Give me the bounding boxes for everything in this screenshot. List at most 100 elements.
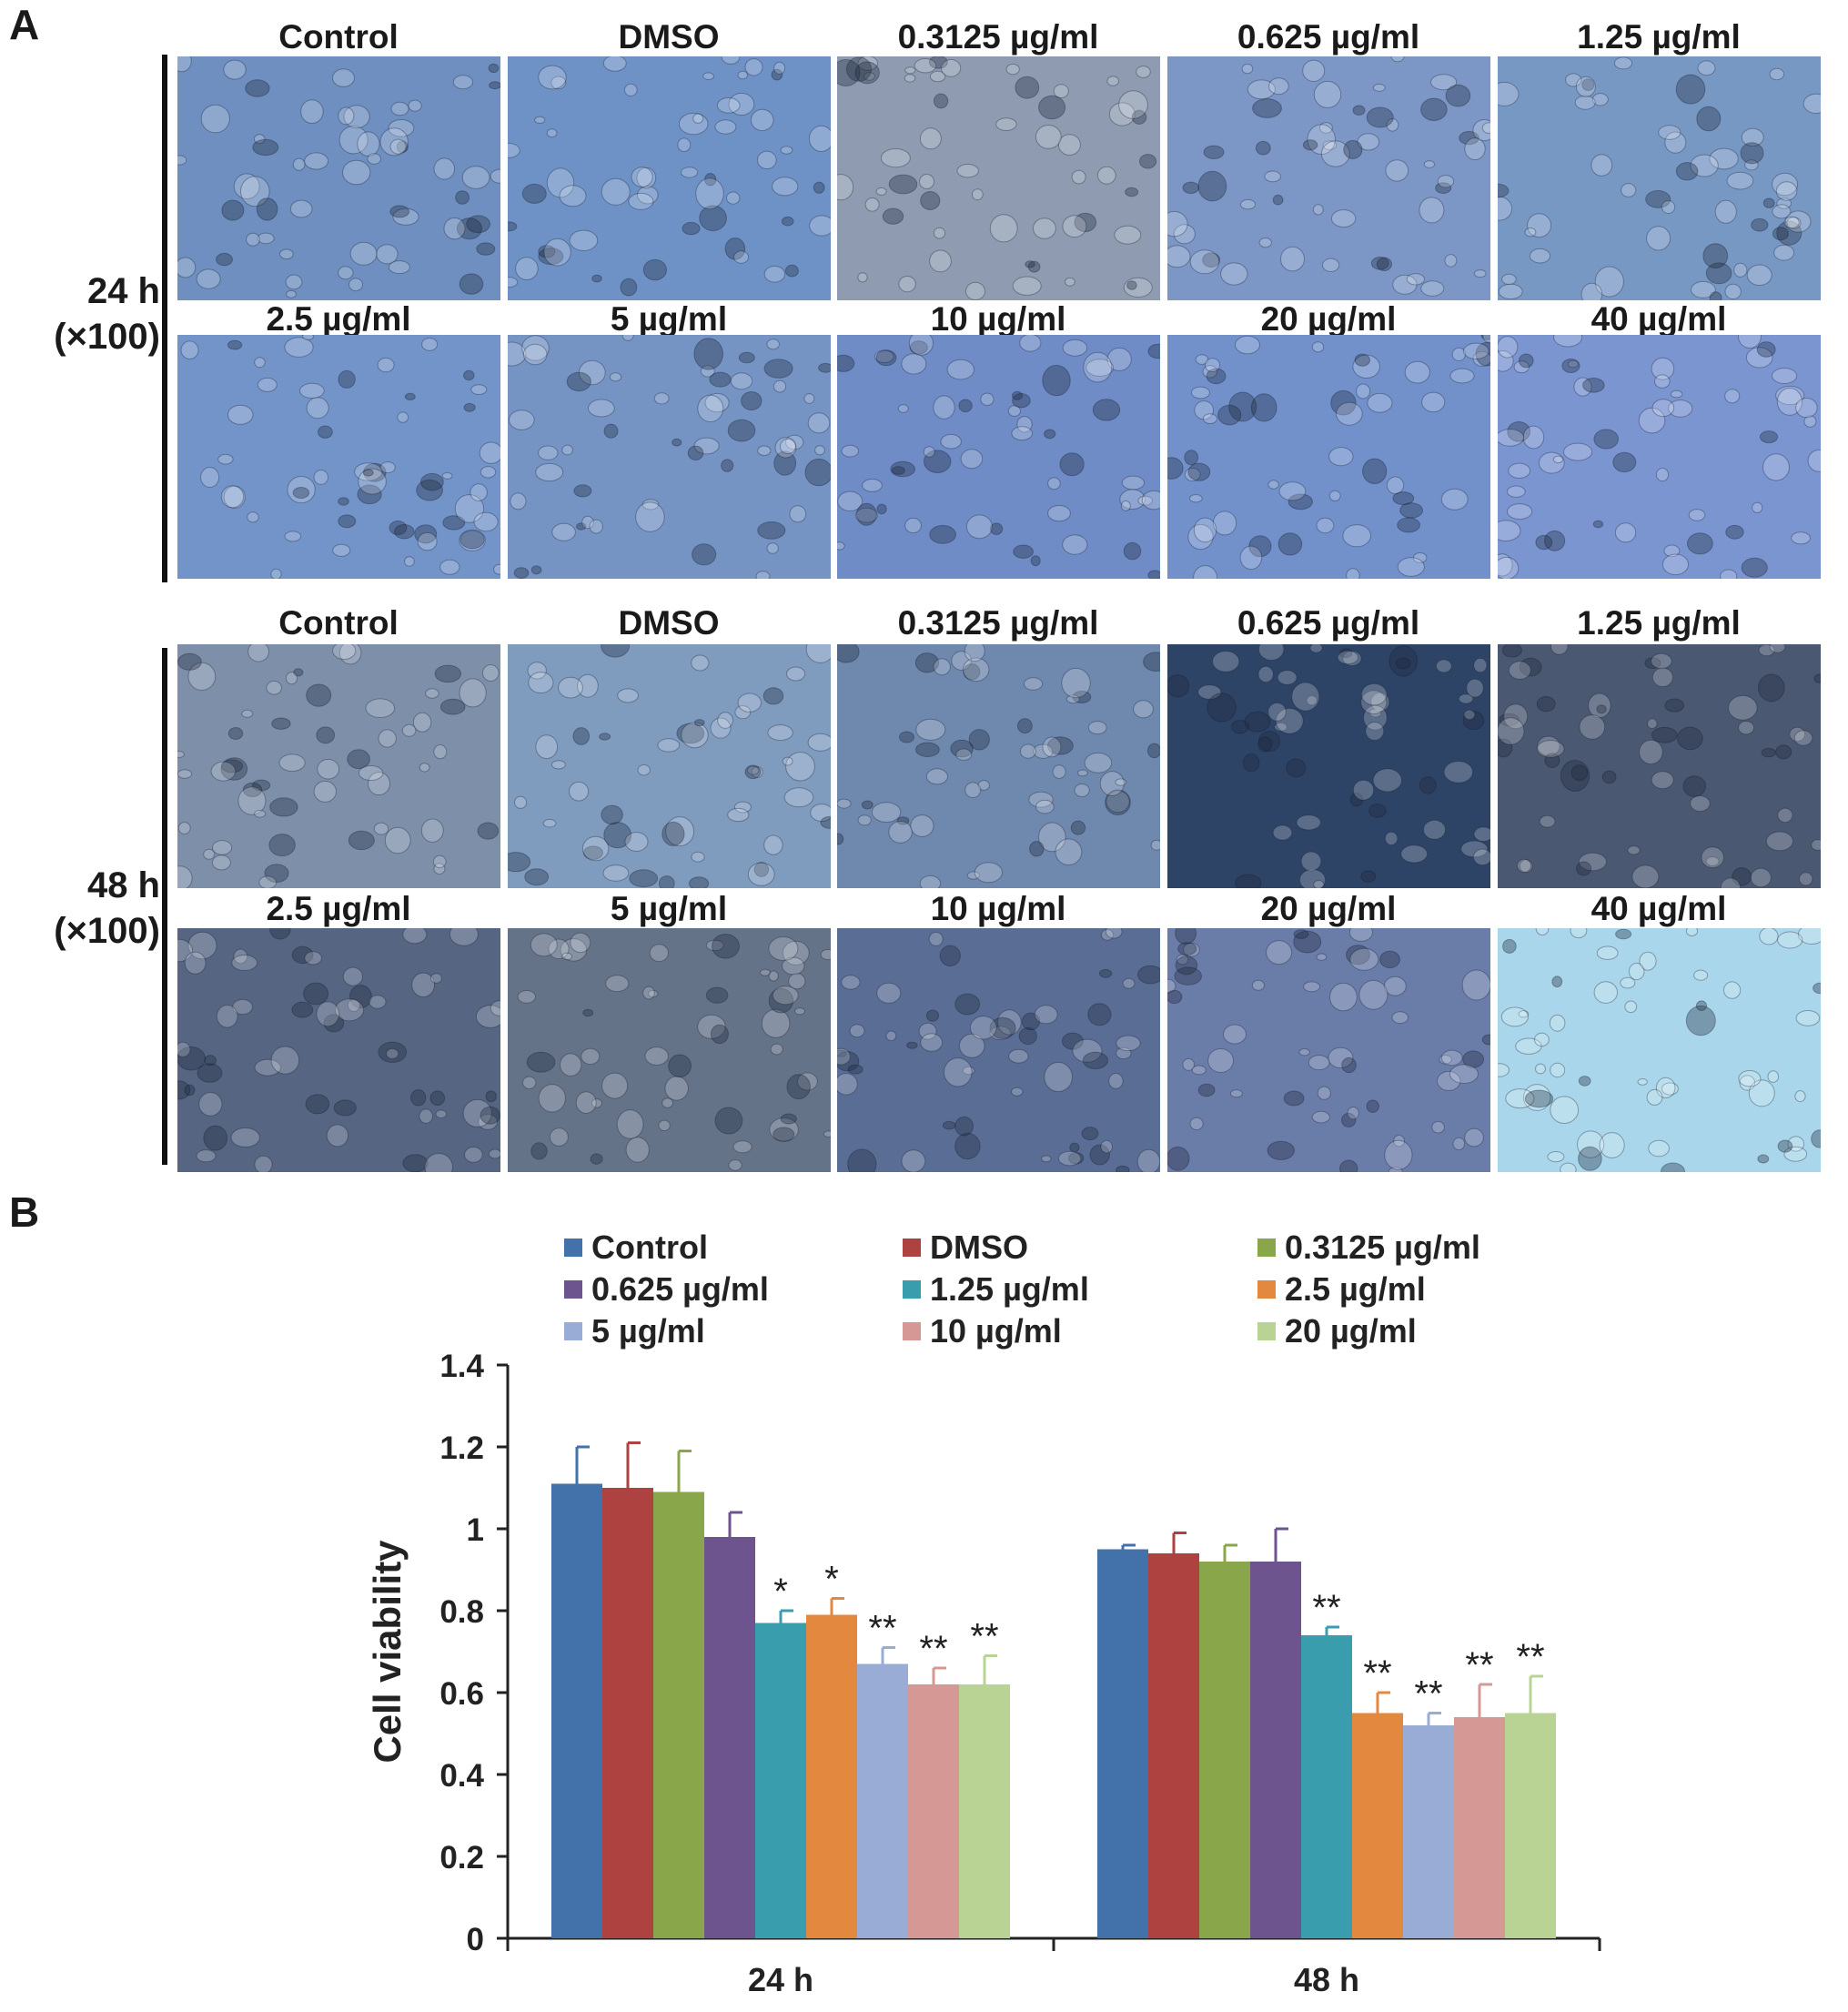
micrograph-label: 0.625 µg/ml: [1237, 604, 1420, 642]
legend-swatch: [1257, 1239, 1276, 1257]
micrograph-label: 10 µg/ml: [930, 890, 1066, 927]
micrograph-image: [508, 928, 831, 1172]
micrograph-image: [508, 56, 831, 300]
y-tick-label: 0: [467, 1922, 484, 1957]
micrograph-label: DMSO: [618, 604, 720, 642]
micrograph-image: [508, 335, 831, 579]
micrograph-label: 10 µg/ml: [930, 300, 1066, 338]
micrograph-label: Control: [278, 18, 399, 56]
group-time-label: 24 h (×100): [0, 268, 160, 359]
bar: [551, 1483, 602, 1938]
micrograph-image: [837, 335, 1160, 579]
bar: [1505, 1713, 1556, 1938]
legend-label: 0.625 µg/ml: [591, 1270, 769, 1308]
magnification-label: (×100): [54, 911, 160, 951]
micrograph-image: [1498, 56, 1821, 300]
legend-swatch: [564, 1322, 582, 1340]
bar: [1352, 1713, 1403, 1938]
micrograph-image: [1498, 928, 1821, 1172]
y-tick-label: 0.2: [439, 1840, 484, 1876]
bar: [653, 1491, 704, 1938]
micrograph-label: 20 µg/ml: [1260, 300, 1397, 338]
micrograph-image: [1498, 644, 1821, 888]
bar: [1403, 1725, 1454, 1938]
y-tick-label: 1: [467, 1512, 484, 1548]
significance-marker: **: [1312, 1588, 1340, 1628]
group-time-label: 48 h (×100): [0, 863, 160, 954]
bar: [857, 1663, 908, 1938]
micrograph-image: [837, 56, 1160, 300]
micrograph-label: 5 µg/ml: [610, 890, 728, 927]
panel-a-letter: A: [9, 1, 40, 48]
micrograph-label: 2.5 µg/ml: [266, 890, 411, 927]
significance-marker: *: [824, 1560, 839, 1600]
bar: [602, 1488, 653, 1938]
legend-swatch: [903, 1322, 921, 1340]
micrograph-image: [1167, 56, 1490, 300]
y-axis-title: Cell viability: [366, 1540, 409, 1764]
group-bracket: [162, 648, 167, 1165]
micrograph-image: [1167, 335, 1490, 579]
y-tick-label: 1.2: [439, 1431, 484, 1466]
legend-swatch: [564, 1280, 582, 1299]
significance-marker: **: [1465, 1645, 1493, 1685]
micrograph-image: [177, 928, 500, 1172]
micrograph-label: 40 µg/ml: [1590, 890, 1727, 927]
bar: [959, 1684, 1010, 1938]
legend-label: 10 µg/ml: [930, 1312, 1062, 1350]
bar: [1148, 1553, 1199, 1938]
y-tick-label: 0.4: [439, 1758, 484, 1794]
legend-swatch: [564, 1239, 582, 1257]
bar: [1250, 1562, 1301, 1938]
y-tick-label: 0.8: [439, 1594, 484, 1630]
bar: [1199, 1562, 1250, 1938]
magnification-label: (×100): [54, 317, 160, 357]
legend-swatch: [903, 1239, 921, 1257]
group-bracket: [162, 55, 167, 582]
y-tick-label: 0.6: [439, 1676, 484, 1712]
panel-b-letter: B: [9, 1188, 40, 1236]
micrograph-image: [177, 335, 500, 579]
micrograph-label: 20 µg/ml: [1260, 890, 1397, 927]
x-tick-label: 24 h: [748, 1961, 813, 1998]
significance-marker: *: [773, 1572, 788, 1612]
micrograph-image: [1498, 335, 1821, 579]
x-tick-label: 48 h: [1294, 1961, 1359, 1998]
significance-marker: **: [970, 1617, 998, 1657]
micrograph-image: [837, 928, 1160, 1172]
micrograph-image: [1167, 928, 1490, 1172]
y-tick-label: 1.4: [439, 1349, 484, 1384]
legend-label: Control: [591, 1228, 708, 1266]
bar: [1301, 1635, 1352, 1938]
micrograph-label: 0.625 µg/ml: [1237, 18, 1420, 56]
bar: [704, 1537, 755, 1938]
micrograph-image: [177, 56, 500, 300]
micrograph-image: [508, 644, 831, 888]
significance-marker: **: [1363, 1653, 1391, 1694]
micrograph-image: [1167, 644, 1490, 888]
micrograph-label: 5 µg/ml: [610, 300, 728, 338]
legend-swatch: [1257, 1322, 1276, 1340]
significance-marker: **: [1414, 1674, 1442, 1714]
bar: [908, 1684, 959, 1938]
micrograph-label: 1.25 µg/ml: [1577, 18, 1741, 56]
time-label-text: 24 h: [86, 271, 160, 311]
micrograph-label: 2.5 µg/ml: [266, 300, 411, 338]
legend-label: 1.25 µg/ml: [930, 1270, 1089, 1308]
legend-label: DMSO: [930, 1228, 1028, 1266]
time-label-text: 48 h: [86, 865, 160, 905]
micrograph-label: 0.3125 µg/ml: [897, 18, 1099, 56]
micrograph-label: 0.3125 µg/ml: [897, 604, 1099, 642]
legend-label: 0.3125 µg/ml: [1285, 1228, 1480, 1266]
significance-marker: **: [868, 1609, 896, 1649]
bar: [755, 1623, 806, 1938]
bar: [1454, 1717, 1505, 1938]
micrograph-label: Control: [278, 604, 399, 642]
legend-label: 20 µg/ml: [1285, 1312, 1417, 1350]
bar: [806, 1614, 857, 1938]
micrograph-label: 40 µg/ml: [1590, 300, 1727, 338]
micrograph-image: [177, 644, 500, 888]
significance-marker: **: [919, 1629, 947, 1669]
micrograph-label: 1.25 µg/ml: [1577, 604, 1741, 642]
legend-label: 5 µg/ml: [591, 1312, 705, 1350]
